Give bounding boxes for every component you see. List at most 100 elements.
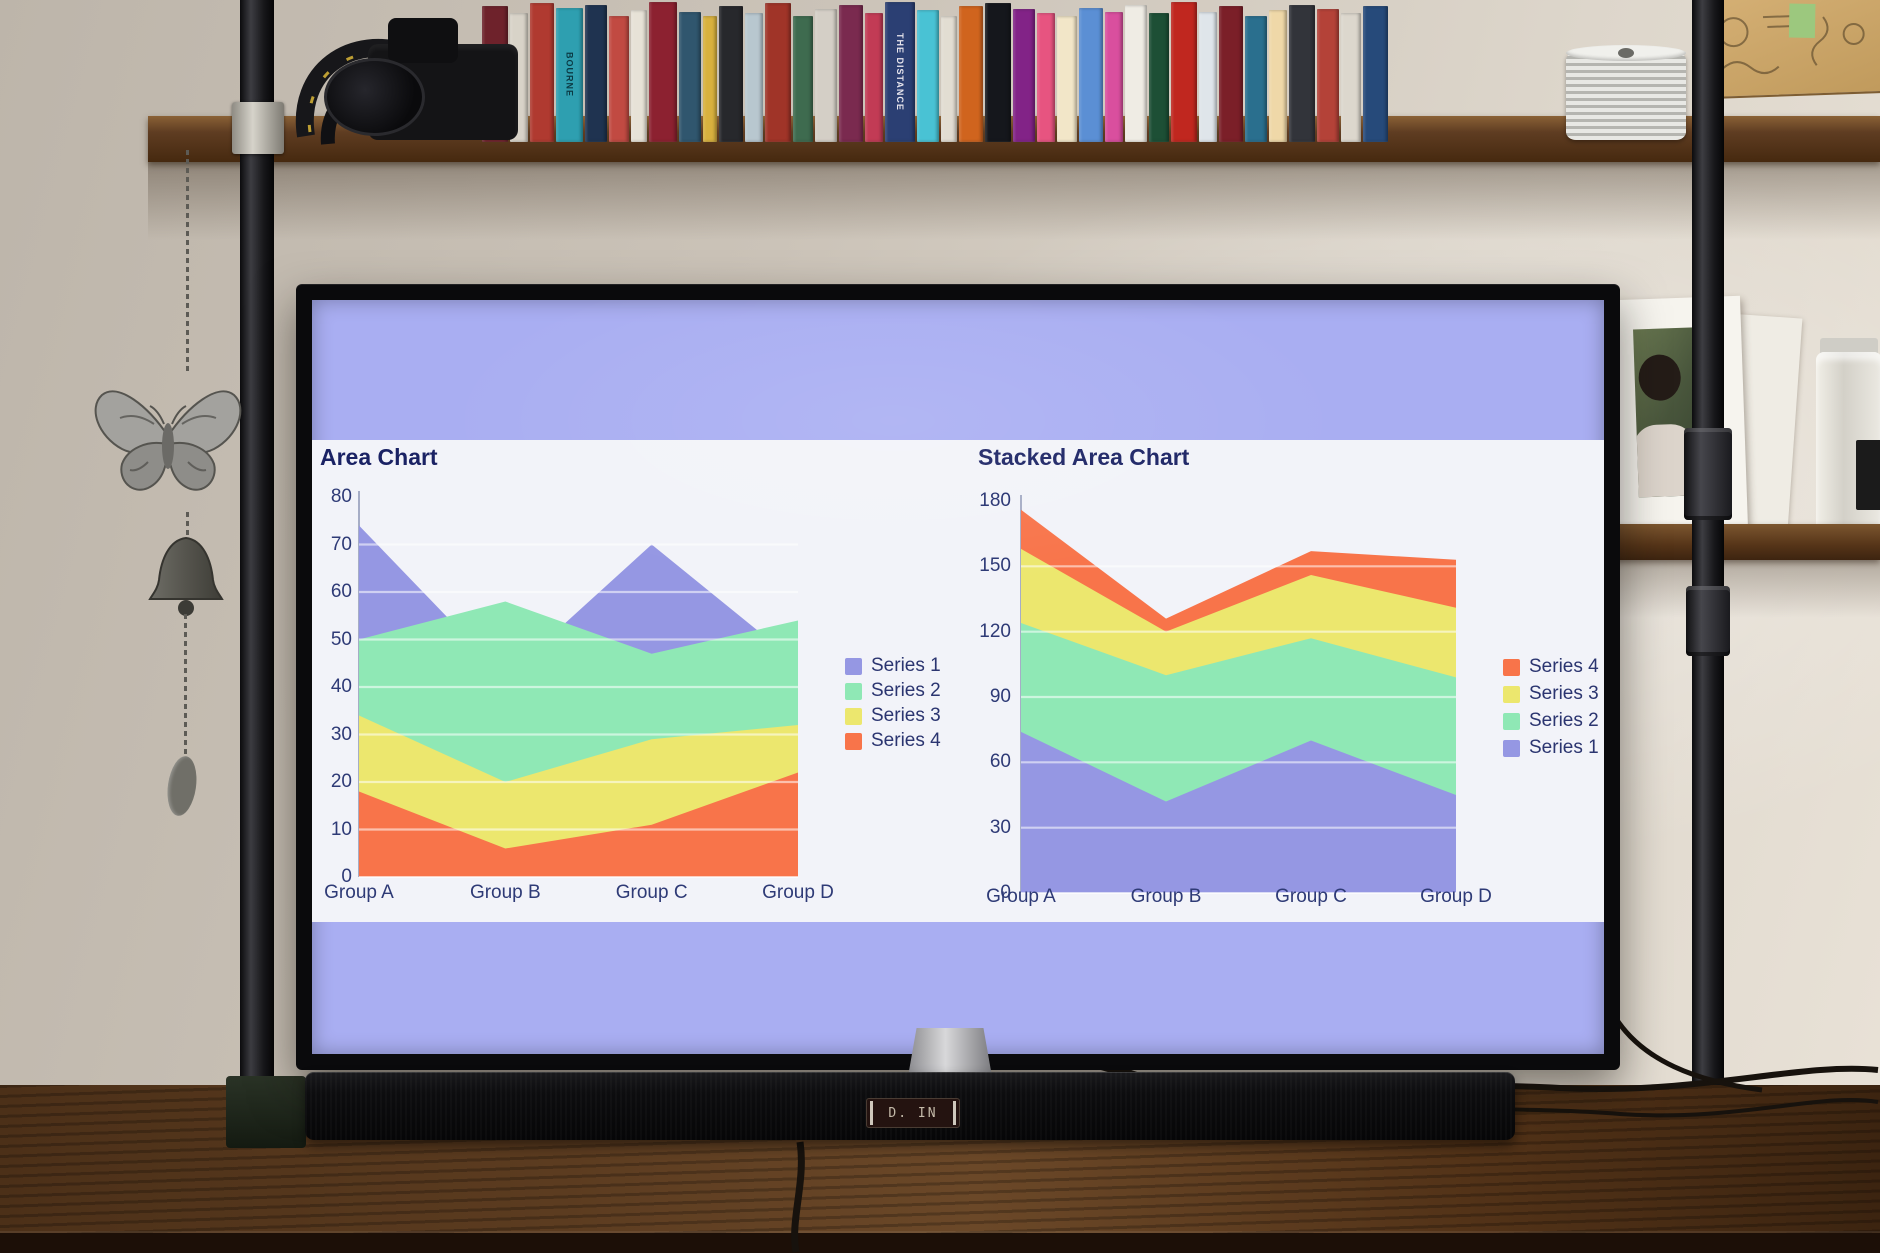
legend-item: Series 1 — [1503, 737, 1599, 759]
dvd-spine — [745, 13, 763, 142]
glass-jar — [1816, 352, 1880, 528]
dvd-spine — [1079, 8, 1103, 142]
legend-label: Series 1 — [871, 655, 941, 676]
x-axis-category-label: Group A — [986, 886, 1056, 907]
dvd-spine — [1037, 13, 1055, 142]
legend-label: Series 1 — [1529, 737, 1599, 758]
legend-swatch — [1503, 712, 1520, 730]
shelf-shadow — [1604, 558, 1880, 618]
legend-label: Series 2 — [1529, 710, 1599, 731]
legend-item: Series 4 — [1503, 656, 1599, 678]
y-axis-tick-label: 0 — [1000, 882, 1011, 903]
soundbar-display-text: D. IN — [888, 1105, 938, 1121]
dvd-spine — [703, 16, 717, 142]
y-axis-tick-label: 30 — [989, 816, 1011, 838]
legend-swatch — [845, 657, 862, 675]
dvd-spine-title: THE DISTANCE — [895, 33, 905, 111]
pipe-coupling — [1684, 428, 1732, 520]
y-axis-tick-label: 120 — [979, 620, 1011, 642]
y-axis-tick-label: 180 — [979, 490, 1011, 511]
legend-swatch — [845, 732, 862, 750]
right-shelf-board — [1604, 524, 1880, 560]
legend-swatch — [1503, 685, 1520, 703]
dvd-spine — [815, 9, 837, 142]
legend-item: Series 3 — [845, 705, 941, 727]
windchime-chain — [186, 512, 189, 538]
dvd-spine — [1013, 9, 1035, 142]
dvd-spine: BOURNE — [556, 8, 583, 142]
y-axis-tick-label: 50 — [330, 628, 352, 650]
x-axis-category-label: Group C — [1275, 886, 1347, 907]
dvd-spine — [585, 5, 607, 142]
dvd-spine — [609, 16, 629, 142]
pipe-left — [240, 0, 274, 1253]
dvd-spine — [1171, 2, 1197, 142]
legend-item: Series 4 — [845, 730, 941, 752]
shelf-shadow — [148, 160, 1880, 240]
legend-item: Series 2 — [1503, 710, 1599, 732]
dvd-spine — [765, 3, 791, 142]
soundbar: D. IN — [305, 1072, 1515, 1140]
area-chart-title: Area Chart — [320, 444, 438, 470]
legend-swatch — [845, 707, 862, 725]
dvd-spine — [1289, 5, 1315, 142]
dvd-spine — [1317, 9, 1339, 142]
windchime-chain — [184, 614, 187, 758]
legend-label: Series 4 — [1529, 656, 1599, 677]
tv: Area Chart Stacked Area Chart 0 10 20 30 40 5… — [296, 284, 1620, 1070]
series-area-series-1 — [1021, 731, 1456, 893]
legend-label: Series 3 — [871, 705, 941, 726]
windchime-chain — [186, 150, 189, 372]
dvd-spine — [1149, 13, 1169, 142]
bell-ornament — [148, 536, 224, 616]
pipe-coupling — [1686, 586, 1730, 656]
dvd-spine — [530, 3, 554, 142]
legend-item: Series 1 — [845, 655, 941, 677]
y-axis-tick-label: 80 — [330, 486, 352, 507]
y-axis-tick-label: 90 — [989, 686, 1011, 707]
dvd-spine — [1219, 6, 1243, 142]
dvd-spine — [917, 10, 939, 142]
dvd-spine — [1199, 12, 1217, 142]
camera — [288, 14, 518, 146]
x-axis-category-label: Group D — [1420, 886, 1492, 907]
dvd-spine — [1105, 12, 1123, 142]
dvd-spine — [1269, 10, 1287, 142]
dvd-spine: THE DISTANCE — [885, 2, 915, 142]
soundbar-display: D. IN — [866, 1098, 960, 1128]
y-axis-tick-label: 0 — [341, 866, 352, 887]
charts-canvas — [358, 491, 1456, 894]
y-axis-tick-label: 60 — [989, 751, 1011, 773]
legend-label: Series 3 — [1529, 683, 1599, 704]
x-axis-category-label: Group A — [324, 882, 394, 903]
y-axis-tick-label: 40 — [330, 676, 352, 697]
legend-item: Series 3 — [1503, 683, 1599, 705]
y-axis-tick-label: 30 — [330, 723, 352, 745]
y-axis-tick-label: 20 — [330, 771, 352, 792]
dvd-spine — [941, 16, 957, 142]
y-axis-tick-label: 10 — [330, 818, 352, 840]
dark-object — [226, 1076, 306, 1148]
dvd-spine — [719, 6, 743, 142]
dvd-spine — [631, 10, 647, 142]
tv-screen: Area Chart Stacked Area Chart 0 10 20 30 40 5… — [312, 300, 1604, 1054]
legend-swatch — [845, 682, 862, 700]
leaf-pendant — [163, 754, 201, 818]
jar-lid — [1820, 338, 1878, 356]
x-axis-category-label: Group C — [615, 882, 688, 903]
dvd-spine — [649, 2, 677, 142]
dvd-spine — [1245, 16, 1267, 142]
x-axis-category-label: Group B — [469, 882, 541, 903]
butterfly-ornament — [94, 390, 242, 491]
dvd-spine — [793, 16, 813, 142]
sticky-tab — [1788, 3, 1816, 38]
legend-swatch — [1503, 739, 1520, 757]
camera-prism — [388, 18, 458, 63]
dvd-spine — [1057, 16, 1077, 142]
dvd-spine — [959, 6, 983, 142]
jar-label — [1856, 440, 1880, 510]
dvd-spine — [985, 3, 1011, 142]
y-axis-tick-label: 70 — [330, 533, 352, 555]
sketch-box — [1700, 0, 1880, 100]
